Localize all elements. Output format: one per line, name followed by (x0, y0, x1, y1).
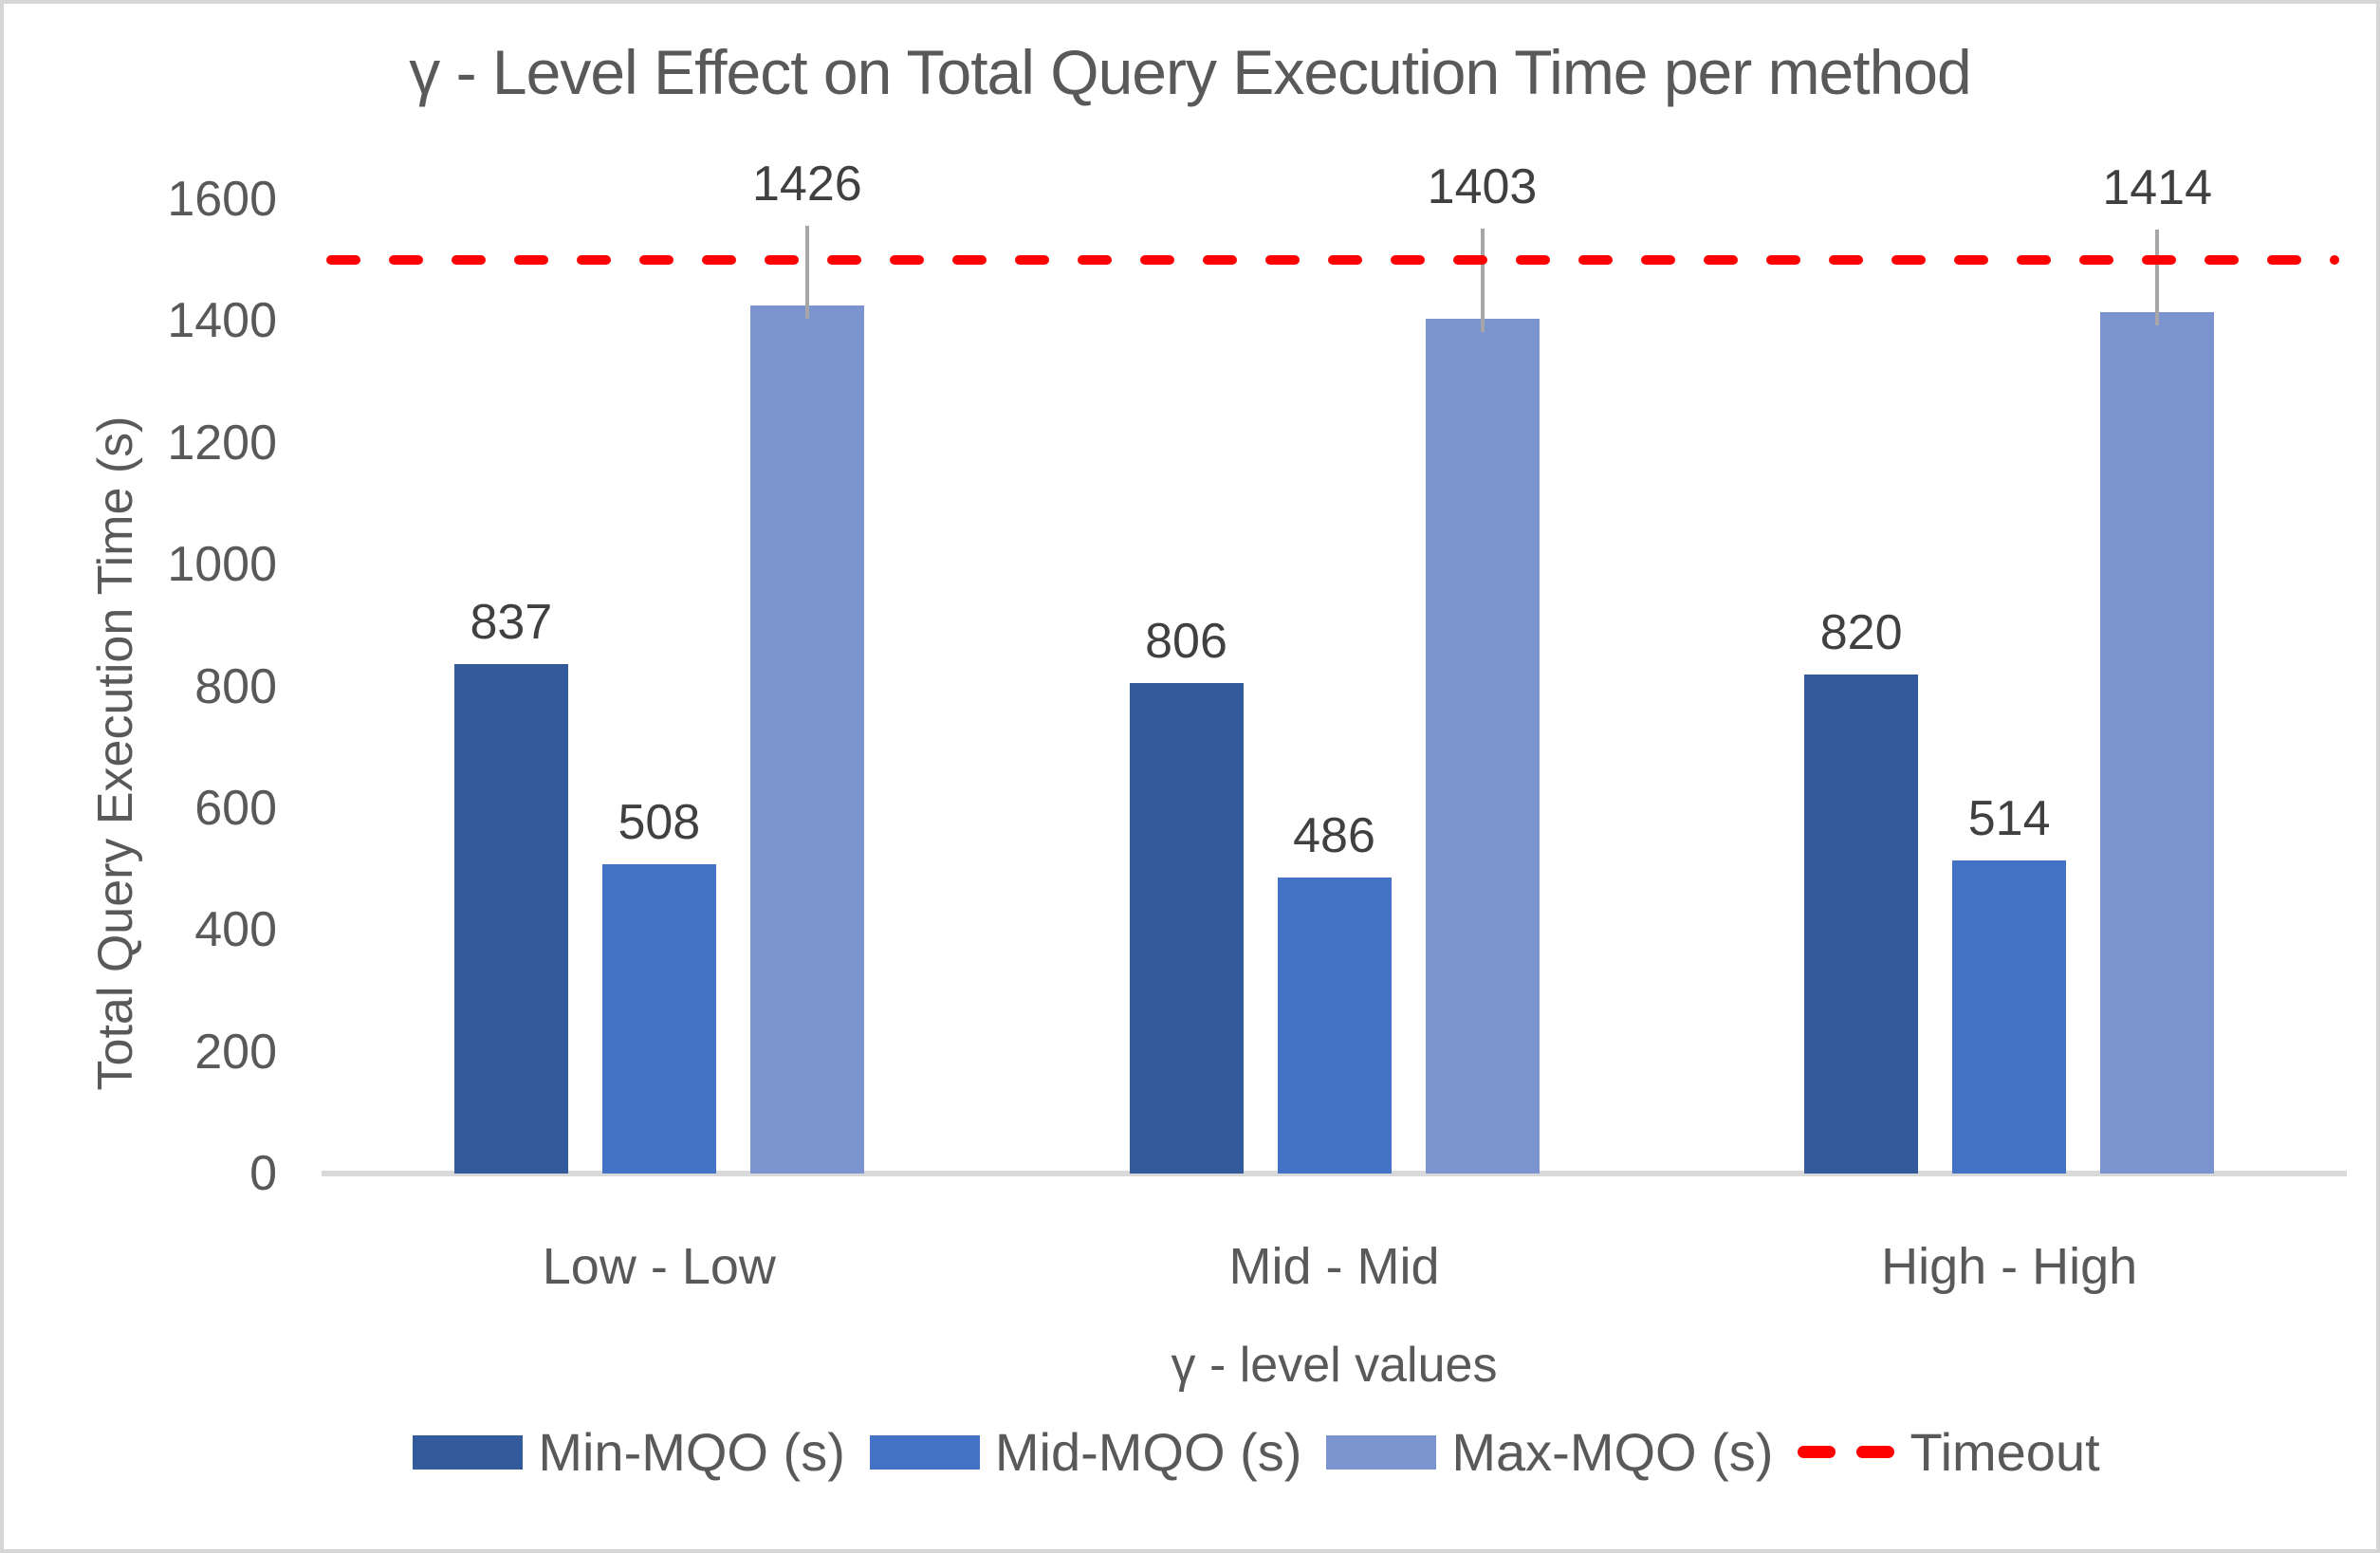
y-tick-label: 800 (194, 658, 277, 714)
y-tick-label: 1200 (167, 415, 277, 471)
timeout-dash-glyph (1856, 1446, 1895, 1458)
legend-label: Min-MQO (s) (538, 1422, 845, 1482)
timeout-line-dash (1328, 255, 1362, 266)
legend-swatch (869, 1434, 980, 1470)
bar-value-label: 514 (1967, 791, 2051, 847)
timeout-line-dash (1829, 255, 1863, 266)
timeout-line-dash (1766, 255, 1800, 266)
chart-title: γ - Level Effect on Total Query Executio… (409, 37, 1971, 107)
y-tick-label: 1000 (167, 537, 277, 593)
legend-label: Mid-MQO (s) (994, 1422, 1302, 1482)
legend-label: Max-MQO (s) (1451, 1422, 1774, 1482)
bar-value-label: 508 (618, 794, 701, 850)
x-axis-line (322, 1171, 2347, 1176)
timeout-line-dash (1391, 255, 1425, 266)
bar-mid-mqo-s (1952, 860, 2067, 1174)
timeout-line-dash (890, 255, 924, 266)
timeout-line-dash (1641, 255, 1675, 266)
error-bar-whisker (2155, 230, 2160, 326)
timeout-line-dash (2079, 255, 2113, 266)
bar-min-mqo-s (1804, 674, 1919, 1174)
legend-timeout-dash-marker (1798, 1446, 1895, 1458)
bar-value-label: 1403 (1427, 158, 1538, 214)
timeout-line-dash (1140, 255, 1174, 266)
bar-value-label: 806 (1145, 613, 1227, 669)
timeout-line-dash (639, 255, 673, 266)
timeout-line-dash (702, 255, 736, 266)
legend-item-min-mqo-s: Min-MQO (s) (413, 1421, 845, 1483)
bar-value-label: 837 (470, 594, 553, 650)
category-label: Mid - Mid (1228, 1238, 1440, 1295)
category-label: Low - Low (542, 1238, 776, 1295)
y-tick-label: 600 (194, 780, 277, 836)
timeout-line-dash (1078, 255, 1112, 266)
bar-value-label: 486 (1293, 808, 1375, 864)
bar-value-label: 820 (1819, 604, 1903, 660)
bar-mid-mqo-s (1277, 878, 1392, 1174)
timeout-line-dash (1203, 255, 1237, 266)
timeout-line-dash (452, 255, 486, 266)
timeout-line-dash (577, 255, 611, 266)
timeout-dash-glyph (1798, 1446, 1836, 1458)
error-bar-whisker (804, 226, 809, 319)
timeout-line-dash (2267, 255, 2301, 266)
legend-swatch (413, 1434, 524, 1470)
bar-max-mqo-s (2100, 312, 2215, 1174)
legend-label: Timeout (1910, 1422, 2100, 1482)
timeout-line-dash (2205, 255, 2239, 266)
timeout-line-dash (952, 255, 987, 266)
legend-item-timeout: Timeout (1798, 1421, 2100, 1483)
legend-item-mid-mqo-s: Mid-MQO (s) (869, 1421, 1302, 1483)
y-tick-label: 0 (249, 1146, 277, 1201)
bar-min-mqo-s (453, 663, 568, 1174)
bar-max-mqo-s (749, 305, 864, 1174)
y-tick-label: 1600 (167, 172, 277, 227)
timeout-line-dash (1516, 255, 1550, 266)
timeout-line-dash (827, 255, 861, 266)
timeout-line-dash (1891, 255, 1926, 266)
bar-mid-mqo-s (601, 863, 716, 1174)
timeout-line-dash (389, 255, 423, 266)
timeout-line-dash (1704, 255, 1738, 266)
bar-min-mqo-s (1129, 682, 1244, 1174)
y-tick-label: 1400 (167, 293, 277, 349)
timeout-line-dash (514, 255, 548, 266)
bar-max-mqo-s (1425, 319, 1540, 1174)
timeout-line-dash (1265, 255, 1300, 266)
timeout-line-dash (765, 255, 799, 266)
timeout-line-dash (1578, 255, 1613, 266)
y-tick-label: 400 (194, 902, 277, 958)
legend: Min-MQO (s) Mid-MQO (s) Max-MQO (s) Timeout (4, 1421, 2376, 1483)
x-axis-title: γ - level values (1171, 1338, 1498, 1393)
bar-value-label: 1414 (2102, 160, 2212, 216)
timeout-line-dash (326, 255, 360, 266)
timeout-line-dash (2017, 255, 2051, 266)
timeout-line-dash (1015, 255, 1049, 266)
legend-item-max-mqo-s: Max-MQO (s) (1326, 1421, 1773, 1483)
bar-value-label: 1426 (751, 157, 862, 213)
category-label: High - High (1881, 1238, 2138, 1295)
timeout-line-dash (1453, 255, 1487, 266)
timeout-line-dash (2330, 255, 2339, 266)
y-tick-label: 200 (194, 1024, 277, 1080)
timeout-line-dash (1954, 255, 1988, 266)
legend-swatch (1326, 1434, 1437, 1470)
error-bar-whisker (1480, 228, 1485, 333)
y-axis-title: Total Query Execution Time (s) (88, 416, 143, 1091)
timeout-line-dash (2142, 255, 2176, 266)
